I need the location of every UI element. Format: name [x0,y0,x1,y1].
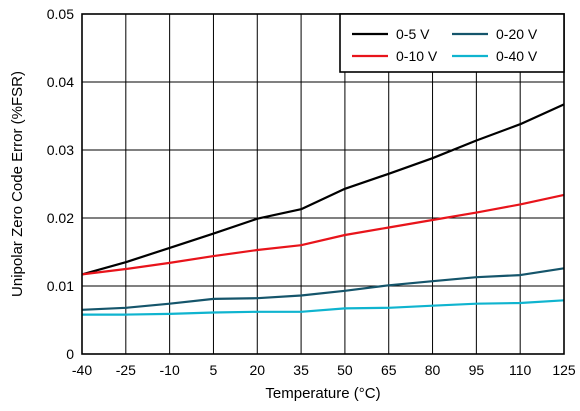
x-tick-label: 20 [249,362,265,378]
x-tick-label: 65 [381,362,397,378]
legend-label: 0-20 V [496,26,538,42]
x-tick-label: 95 [469,362,485,378]
x-tick-label: 110 [509,362,532,378]
x-tick-label: 80 [425,362,441,378]
y-axis-title: Unipolar Zero Code Error (%FSR) [9,71,26,297]
plot-frame [81,13,565,355]
y-tick-label: 0.03 [47,142,74,158]
series-line-4 [82,299,565,316]
x-tick-label: 50 [337,362,353,378]
y-tick-label: 0.05 [47,6,74,22]
y-tick-label: 0.02 [47,210,74,226]
legend-label: 0-10 V [396,48,438,64]
legend-label: 0-5 V [396,26,430,42]
x-axis-title: Temperature (°C) [265,385,380,402]
series-line-2 [81,193,565,276]
y-tick-label: 0.01 [47,278,74,294]
series-lines [81,103,565,316]
x-tick-label: -10 [160,362,180,378]
x-tick-label: -40 [72,362,92,378]
y-tick-label: 0.04 [47,74,74,90]
legend: 0-5 V 0-10 V 0-20 V 0-40 V [339,13,565,73]
legend-box [339,13,565,73]
series-line-3 [81,267,565,311]
legend-label: 0-40 V [496,48,538,64]
x-tick-label: 35 [293,362,309,378]
y-tick-label: 0 [66,346,74,362]
x-tick-label: 5 [210,362,218,378]
x-tick-label: -25 [116,362,136,378]
tick-labels: -40 -25 -10 5 20 35 50 65 80 95 110 125 0 0.01 0.02 0.0… [47,6,576,378]
x-tick-label: 125 [552,362,576,378]
series-line-1 [81,103,565,276]
